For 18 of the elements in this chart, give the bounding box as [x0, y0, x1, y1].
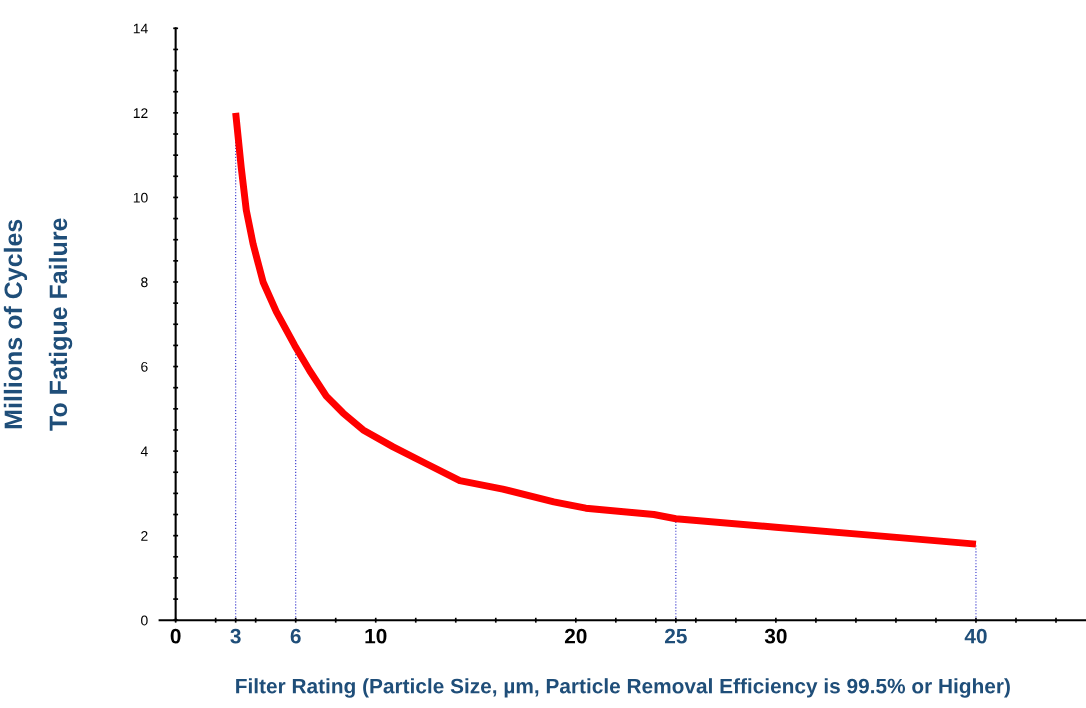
- x-tick-label: 10: [365, 628, 387, 644]
- y-tick-label: 2: [141, 530, 148, 541]
- x-tick-label: 0: [170, 628, 181, 644]
- y-tick-label: 6: [141, 361, 148, 372]
- y-tick-label: 4: [140, 446, 148, 457]
- y-tick-label: 12: [133, 108, 148, 118]
- x-tick-label: 20: [564, 628, 587, 644]
- x-tick-label: 40: [964, 628, 987, 644]
- x-tick-label: 25: [664, 628, 687, 644]
- y-tick-label: 14: [133, 23, 148, 34]
- x-tick-label: 6: [290, 628, 301, 644]
- y-tick-label: 10: [133, 192, 148, 203]
- x-tick-label: 3: [230, 628, 241, 644]
- y-axis-title: Millions of Cycles To Fatigue Failure: [3, 218, 73, 431]
- y-tick-label: 0: [141, 615, 148, 626]
- x-tick-label: 30: [764, 628, 787, 644]
- y-tick-label: 8: [141, 277, 148, 288]
- x-axis-title: Filter Rating (Particle Size, µm, Particle Removal Efficiency is 99.5% or Higher): [236, 678, 1010, 698]
